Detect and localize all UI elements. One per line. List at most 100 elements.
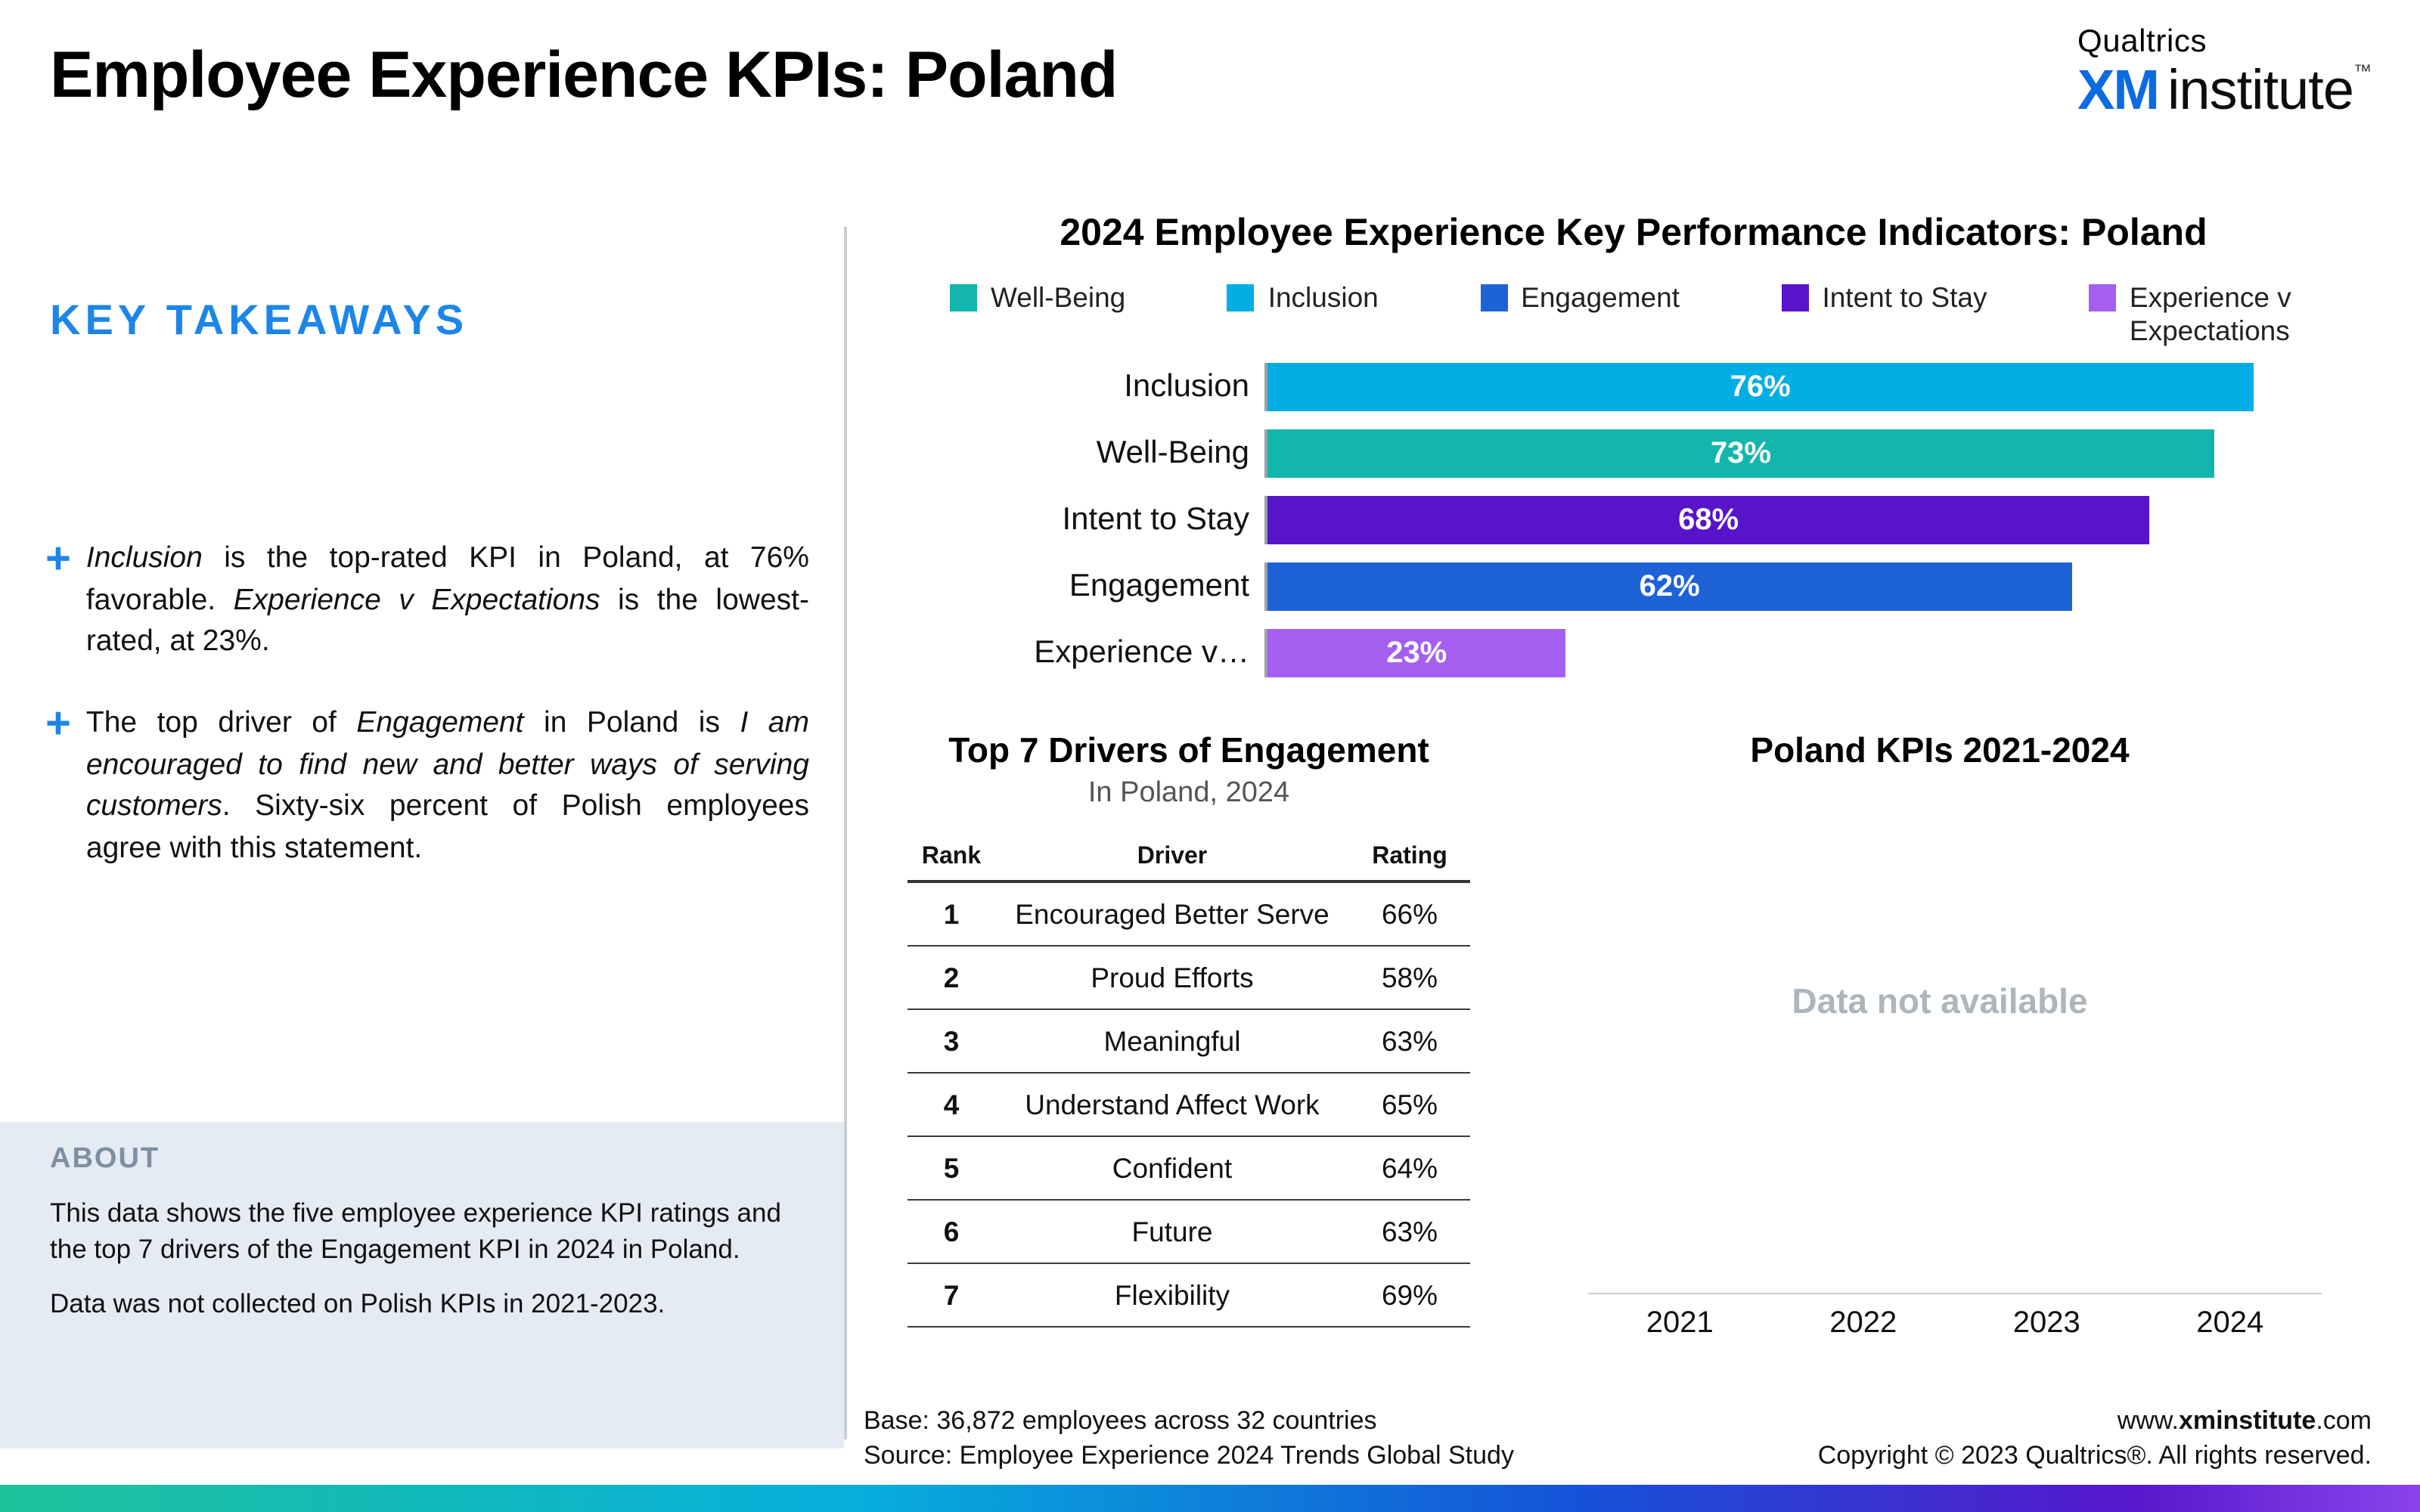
cell-rating: 66% xyxy=(1381,897,1438,929)
kpi-bar-row: Inclusion 76% xyxy=(938,363,2360,411)
cell-rating: 58% xyxy=(1381,961,1438,993)
table-row: 5 Confident 64% xyxy=(908,1137,1470,1201)
website-url: www.xminstitute.com xyxy=(1818,1403,2372,1439)
copyright-text: Copyright © 2023 Qualtrics®. All rights … xyxy=(1817,1441,2372,1470)
kpi-bar-value: 68% xyxy=(1678,503,1739,536)
kpi-bar-track: 62% xyxy=(1264,562,2305,611)
cell-rating: 63% xyxy=(1381,1215,1438,1247)
kpi-bar-value: 23% xyxy=(1386,636,1447,669)
legend-item: Experience v Expectations xyxy=(2088,281,2356,349)
cell-rating: 65% xyxy=(1381,1088,1438,1120)
plus-bullet-icon: + xyxy=(45,535,71,584)
kpi-bar-value: 76% xyxy=(1730,370,1791,403)
kpi-bar-track: 76% xyxy=(1264,363,2305,411)
trademark-symbol: ™ xyxy=(2353,60,2372,82)
table-row: 4 Understand Affect Work 65% xyxy=(908,1074,1470,1137)
table-row: 2 Proud Efforts 58% xyxy=(908,947,1470,1010)
takeaway-item: + The top driver of Engagement in Poland … xyxy=(45,700,809,871)
cell-rank: 7 xyxy=(943,1278,960,1310)
poland-kpis-panel: Poland KPIs 2021-2024 Data not available… xyxy=(1543,730,2337,1340)
table-row: 6 Future 63% xyxy=(908,1201,1470,1264)
legend-label: Experience v Expectations xyxy=(2129,281,2291,347)
kpi-bar-row: Intent to Stay 68% xyxy=(938,496,2360,544)
kpi-bar: 73% xyxy=(1267,429,2214,478)
legend-label: Inclusion xyxy=(1267,281,1379,313)
about-panel: ABOUT This data shows the five employee … xyxy=(0,1122,844,1448)
legend-swatch-icon xyxy=(2088,284,2116,311)
url-bold: xminstitute xyxy=(2178,1406,2316,1435)
kpi-bar-value: 62% xyxy=(1639,569,1700,603)
col-driver: Driver xyxy=(1137,844,1208,869)
kpi-bar-label: Inclusion xyxy=(1124,369,1249,404)
takeaways: + Inclusion is the top-rated KPI in Polan… xyxy=(45,538,809,910)
legend-item: Well-Being xyxy=(950,281,1125,349)
legend-swatch-icon xyxy=(1480,284,1508,311)
legend-item: Intent to Stay xyxy=(1781,281,1987,349)
kpi-bar-track: 23% xyxy=(1264,629,2305,677)
x-axis-labels: 2021 2022 2023 2024 xyxy=(1588,1294,2322,1341)
takeaway-item: + Inclusion is the top-rated KPI in Polan… xyxy=(45,538,809,664)
cell-rating: 64% xyxy=(1381,1151,1438,1183)
kpi-bar-label: Intent to Stay xyxy=(1062,502,1250,537)
base-source-note: Base: 36,872 employees across 32 countri… xyxy=(864,1403,1514,1474)
cell-rating: 69% xyxy=(1381,1278,1438,1310)
xm-text: XM xyxy=(2077,59,2160,121)
kpi-bar: 23% xyxy=(1267,629,1566,677)
x-tick-label: 2022 xyxy=(1829,1306,1897,1340)
drivers-subtitle: In Poland, 2024 xyxy=(1087,777,1290,809)
kpi-bar-label: Well-Being xyxy=(1096,435,1249,470)
x-tick-label: 2024 xyxy=(2196,1306,2264,1340)
base-note: Base: 36,872 employees across 32 countri… xyxy=(864,1406,1377,1435)
takeaway-text: The top driver of Engagement in Poland i… xyxy=(85,706,809,866)
drivers-table: Rank Driver Rating 1 Encouraged Better S… xyxy=(908,835,1470,1328)
legend-item: Inclusion xyxy=(1227,281,1379,349)
page-title: Employee Experience KPIs: Poland xyxy=(50,39,1118,112)
table-row: 7 Flexibility 69% xyxy=(908,1264,1470,1328)
cell-rank: 1 xyxy=(943,897,960,929)
qualtrics-wordmark: Qualtrics xyxy=(2077,24,2207,59)
kpi-bar-row: Well-Being 73% xyxy=(938,429,2360,478)
about-paragraph-1: This data shows the five employee experi… xyxy=(50,1198,781,1265)
about-heading: ABOUT xyxy=(50,1143,160,1175)
key-takeaways-heading: KEY TAKEAWAYS xyxy=(50,296,469,343)
copyright-block: www.xminstitute.com Copyright © 2023 Qua… xyxy=(1818,1403,2372,1474)
legend-swatch-icon xyxy=(1227,284,1255,311)
legend-swatch-icon xyxy=(1781,284,1809,311)
takeaway-text: Inclusion is the top-rated KPI in Poland… xyxy=(85,541,809,658)
kpi-bar-track: 68% xyxy=(1264,496,2305,544)
vertical-divider xyxy=(844,227,847,1439)
cell-rank: 3 xyxy=(943,1024,960,1056)
kpi-chart-title: 2024 Employee Experience Key Performance… xyxy=(1060,212,2207,254)
legend-label: Well-Being xyxy=(991,281,1126,313)
poland-kpis-title: Poland KPIs 2021-2024 xyxy=(1750,730,2130,770)
source-note: Source: Employee Experience 2024 Trends … xyxy=(864,1441,1514,1470)
cell-driver: Encouraged Better Serve xyxy=(1015,897,1329,929)
cell-rating: 63% xyxy=(1381,1024,1438,1056)
kpi-bar-value: 73% xyxy=(1710,436,1771,469)
kpi-bar-label: Engagement xyxy=(1069,569,1249,603)
kpi-bar-label: Experience v… xyxy=(1034,635,1249,670)
x-axis: 2021 2022 2023 2024 xyxy=(1588,1293,2322,1341)
legend-label: Engagement xyxy=(1521,281,1680,313)
legend-swatch-icon xyxy=(950,284,977,311)
kpi-bar-track: 73% xyxy=(1264,429,2305,478)
drivers-title: Top 7 Drivers of Engagement xyxy=(948,730,1429,770)
drivers-rows: 1 Encouraged Better Serve 66% 2 Proud Ef… xyxy=(908,883,1470,1328)
table-row: 1 Encouraged Better Serve 66% xyxy=(908,883,1470,947)
cell-driver: Proud Efforts xyxy=(1091,961,1254,993)
kpi-bar: 76% xyxy=(1267,363,2254,411)
plus-bullet-icon: + xyxy=(45,700,71,749)
xm-institute-wordmark: XM institute™ xyxy=(2077,59,2372,121)
cell-driver: Confident xyxy=(1112,1151,1233,1183)
col-rating: Rating xyxy=(1372,844,1447,869)
drivers-panel: Top 7 Drivers of Engagement In Poland, 2… xyxy=(908,730,1470,1328)
x-tick-label: 2023 xyxy=(2012,1306,2080,1340)
bottom-gradient-bar xyxy=(0,1485,2420,1512)
cell-driver: Understand Affect Work xyxy=(1025,1088,1320,1120)
x-tick-label: 2021 xyxy=(1646,1306,1714,1340)
legend-item: Engagement xyxy=(1480,281,1680,349)
col-rank: Rank xyxy=(921,844,982,869)
kpi-bar: 68% xyxy=(1267,496,2150,544)
cell-rank: 5 xyxy=(943,1151,960,1183)
